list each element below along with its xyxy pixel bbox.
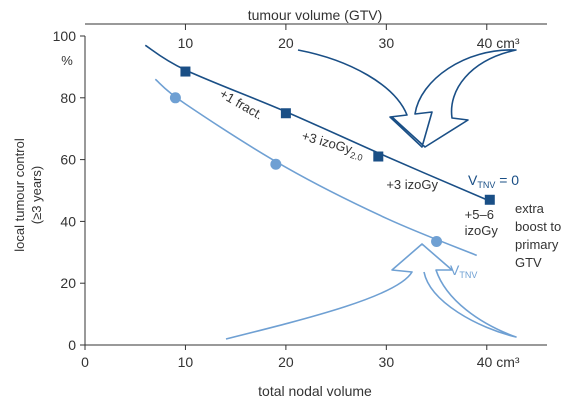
- y-tick-label: 80: [60, 90, 76, 106]
- x-tick-label: 10: [178, 354, 194, 370]
- top-tick-label: 30: [379, 35, 395, 51]
- series-1-curve: [154, 78, 478, 257]
- x-axis-title: total nodal volume: [258, 383, 372, 399]
- x-tick-label: 0: [81, 354, 89, 370]
- series-1-point: [270, 158, 282, 170]
- top-axis-ticks: 10 20 30 40 cm³: [178, 24, 520, 51]
- top-axis-title: tumour volume (GTV): [248, 7, 383, 23]
- top-tick-label: 40 cm³: [477, 35, 520, 51]
- y-tick-label: 20: [60, 275, 76, 291]
- series-label-tnv-zero-sub: TNV: [477, 180, 495, 190]
- dose-annotation: +5–6: [465, 207, 494, 222]
- series-0-point: [280, 108, 291, 119]
- y-axis-ticks: 0 20 40 60 80 100: [53, 28, 85, 353]
- dose-annotation: izoGy: [465, 223, 499, 238]
- series-0-point: [373, 151, 384, 162]
- y-axis-unit: %: [61, 53, 73, 68]
- side-note-line-1: extra: [515, 201, 545, 216]
- series-label-tnv-zero-suffix: = 0: [495, 172, 519, 188]
- upward-arrow-icon: [225, 243, 517, 340]
- series-label-tnv-zero: VTNV = 0: [468, 172, 519, 190]
- series-1-point: [169, 92, 181, 104]
- x-tick-label: 20: [278, 354, 294, 370]
- series-label-tnv-sub: TNV: [459, 270, 477, 280]
- series-layer: [144, 44, 495, 257]
- series-label-tnv: VTNV: [450, 262, 477, 280]
- y-tick-label: 0: [68, 337, 76, 353]
- top-tick-label: 10: [178, 35, 194, 51]
- x-axis-ticks: 0 10 20 30 40 cm³: [81, 345, 520, 370]
- y-tick-label: 60: [60, 152, 76, 168]
- y-tick-label: 40: [60, 213, 76, 229]
- series-0-point: [484, 194, 495, 205]
- side-note-line-2: boost to: [515, 219, 561, 234]
- x-tick-label: 40 cm³: [477, 354, 520, 370]
- series-label-tnv-main: V: [450, 262, 460, 278]
- y-tick-label: 100: [53, 28, 77, 44]
- series-label-tnv-zero-main: V: [468, 172, 478, 188]
- top-tick-label: 20: [278, 35, 294, 51]
- x-tick-label: 30: [379, 354, 395, 370]
- dose-annotation: +1 fract.: [217, 86, 265, 123]
- side-note-line-4: GTV: [515, 255, 542, 270]
- y-axis-title-line-1: local tumour control: [12, 138, 27, 252]
- y-axis-title-line-2: (≥3 years): [29, 166, 44, 224]
- series-1-point: [431, 235, 443, 247]
- downward-arrow-icon: [297, 49, 517, 148]
- side-note-line-3: primary: [515, 237, 559, 252]
- dose-annotation: +3 izoGy: [386, 177, 438, 192]
- series-0-point: [180, 66, 191, 77]
